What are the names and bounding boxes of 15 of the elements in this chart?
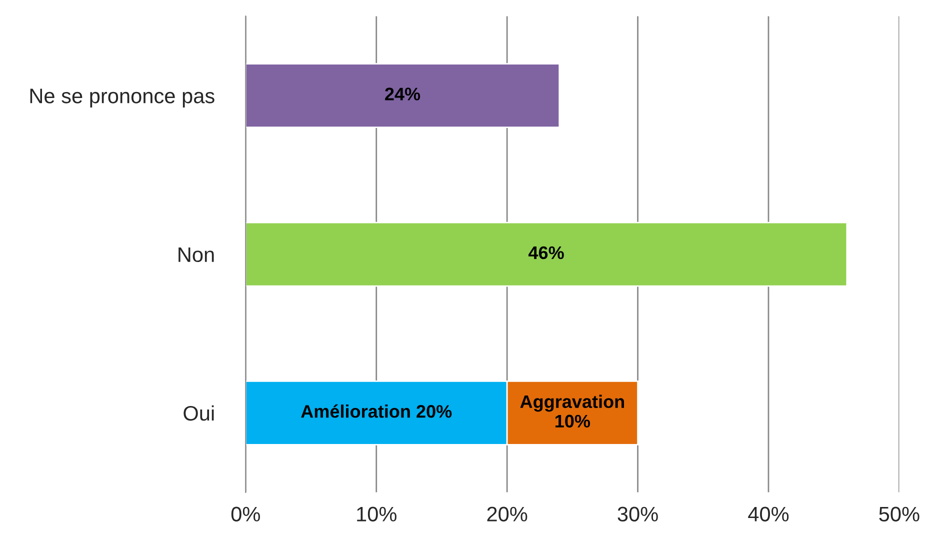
y-tick-label: Non xyxy=(178,247,214,262)
x-tick-label: 30% xyxy=(618,506,658,522)
data-label: 24% xyxy=(385,88,420,100)
data-label: Aggravation 10% xyxy=(520,394,624,428)
x-tick-label: 50% xyxy=(879,506,920,522)
bar xyxy=(246,63,560,128)
x-tick-label: 10% xyxy=(357,506,396,522)
data-label: 46% xyxy=(528,246,564,260)
data-label: Amélioration 20% xyxy=(301,404,452,418)
x-tick-label: 0% xyxy=(231,506,260,522)
y-tick-label: Ne se prononce pas xyxy=(30,88,214,108)
x-tick-label: 40% xyxy=(748,506,789,522)
x-tick-label: 20% xyxy=(487,506,528,522)
bar xyxy=(246,222,848,287)
y-tick-label: Oui xyxy=(184,405,214,421)
